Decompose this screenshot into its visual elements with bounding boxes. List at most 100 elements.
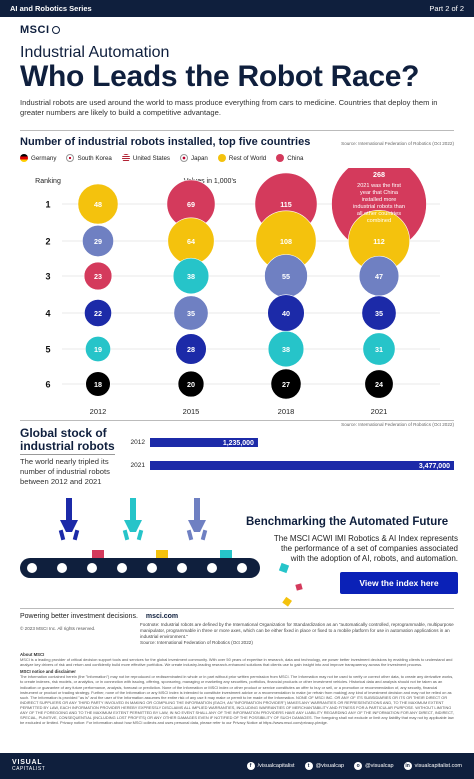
robot-arm-icon: [186, 498, 208, 541]
logo-top: VISUAL: [12, 759, 43, 766]
global-source: Source: International Federation of Robo…: [341, 422, 454, 427]
bubble-germany: [177, 370, 205, 398]
part-label: Part 2 of 2: [429, 4, 464, 13]
japan-flag-icon: [180, 154, 189, 162]
intro-text: Industrial robots are used around the wo…: [20, 98, 438, 117]
bubble-south-korea: [82, 225, 114, 257]
series-bar: AI and Robotics Series Part 2 of 2: [0, 0, 474, 17]
data-label: 29: [94, 237, 102, 246]
chart-source: Source: International Federation of Robo…: [341, 141, 454, 146]
bubble-united-states: [175, 333, 207, 365]
copyright: © 2023 MSCI Inc. All rights reserved.: [20, 626, 96, 631]
global-stock-title-text: Global stock of industrial robots: [20, 426, 115, 453]
view-index-button[interactable]: View the index here: [340, 572, 458, 594]
year-tick-label: 2021: [371, 407, 388, 416]
data-label: 112: [373, 237, 385, 246]
twitter-label: @visualcap: [315, 763, 345, 769]
data-label: 69: [187, 200, 195, 209]
page-title: Who Leads the Robot Race?: [20, 60, 420, 93]
legend-germany: Germany: [20, 154, 56, 162]
bar-category-label: 2021: [131, 462, 146, 469]
series-name: AI and Robotics Series: [10, 4, 92, 13]
bubble-japan: [362, 332, 396, 366]
legend-china: China: [276, 154, 303, 162]
rest-of-world-swatch: [217, 154, 226, 162]
data-label: 55: [282, 272, 290, 281]
global-stock-description: The world nearly tripled its number of i…: [20, 457, 110, 486]
bubble-united-states: [84, 299, 112, 327]
united-states-flag-icon: [121, 154, 130, 162]
divider: [20, 608, 454, 609]
website-link[interactable]: in visualcapitalist.com: [403, 762, 462, 770]
divider: [20, 130, 454, 131]
notice-text: The information contained herein (the "I…: [20, 674, 454, 726]
tagline: Powering better investment decisions. ms…: [20, 613, 178, 620]
global-stock-bar-chart: 2012 1,235,000 2021 3,477,000: [131, 438, 454, 470]
data-label: 64: [187, 237, 195, 246]
instagram-label: @visualcap: [365, 763, 394, 769]
bubble-japan: [85, 336, 111, 362]
bubble-china: [83, 261, 113, 291]
facebook-link[interactable]: f/visualcapitalist: [246, 762, 295, 770]
rank-number: 2: [45, 237, 50, 247]
conveyor-belt: [20, 558, 260, 578]
footnote-source: Source: International Federation of Robo…: [140, 640, 253, 646]
data-label: 115: [280, 200, 292, 209]
website-icon: in: [403, 762, 412, 770]
notice-title: MSCI notice and disclaimer: [20, 669, 76, 675]
brand-name: MSCI: [20, 24, 50, 36]
values-unit-label: Values in 1,000's: [184, 178, 237, 185]
about-text: MSCI is a leading provider of critical d…: [20, 657, 453, 668]
rank-number: 1: [45, 200, 50, 210]
year-tick-label: 2012: [90, 407, 107, 416]
bar-category-label: 2012: [131, 439, 146, 446]
data-label: 27: [282, 380, 290, 389]
data-label: 28: [187, 345, 195, 354]
instagram-link[interactable]: o @visualcap: [354, 762, 394, 770]
bubble-japan: [267, 330, 305, 368]
website-label: visualcapitalist.com: [414, 763, 462, 769]
page-subtitle: Industrial Automation: [20, 44, 170, 61]
legend-japan: Japan: [180, 154, 208, 162]
msci-logo: MSCI: [20, 24, 60, 36]
china-swatch: [276, 154, 285, 162]
rank-number: 5: [45, 345, 50, 355]
bubble-germany: [364, 369, 394, 399]
bubble-rest-of-world: [77, 183, 119, 225]
chart-title: Number of industrial robots installed, t…: [20, 136, 311, 148]
data-label: 48: [94, 200, 102, 209]
legend-label: Rest of World: [228, 154, 267, 162]
data-label: 268: [373, 170, 385, 179]
bar-2012: [150, 438, 258, 447]
bar-value-label: 1,235,000: [223, 440, 254, 447]
bubble-germany: [85, 371, 111, 397]
data-label: 40: [282, 309, 290, 318]
legend-label: Japan: [191, 154, 208, 162]
msci-link[interactable]: msci.com: [145, 613, 179, 620]
chart-legend: Germany South Korea United States Japan …: [20, 154, 303, 162]
footnote-text: Footnote: Industrial robots are defined …: [140, 622, 454, 639]
global-stock-title: Global stock of industrial robots: [20, 427, 125, 453]
tagline-text: Powering better investment decisions.: [20, 613, 138, 620]
bar-value-label: 3,477,000: [419, 463, 450, 470]
twitter-link[interactable]: t @visualcap: [304, 762, 345, 770]
robot-arms-illustration: [0, 490, 474, 618]
logo-circle-icon: [51, 26, 60, 34]
legend-south-korea: South Korea: [66, 154, 112, 162]
data-label: 47: [375, 272, 383, 281]
south-korea-flag-icon: [66, 154, 75, 162]
data-label: 24: [375, 380, 383, 389]
legend-label: Germany: [31, 154, 57, 162]
data-label: 108: [280, 237, 292, 246]
robot-arm-icon: [122, 498, 144, 541]
divider: [20, 420, 454, 421]
data-label: 20: [187, 380, 195, 389]
visual-capitalist-logo: VISUAL CAPITALIST: [12, 759, 45, 773]
bubble-chart: Ranking Values in 1,000's1234564829232219…: [35, 168, 440, 416]
bubble-germany: [270, 368, 302, 400]
robot-arm-icon: [58, 498, 80, 541]
legend-label: South Korea: [77, 154, 112, 162]
facebook-label: /visualcapitalist: [257, 763, 295, 769]
benchmark-text: The MSCI ACWI IMI Robotics & AI Index re…: [273, 534, 458, 563]
data-label: 38: [282, 345, 290, 354]
